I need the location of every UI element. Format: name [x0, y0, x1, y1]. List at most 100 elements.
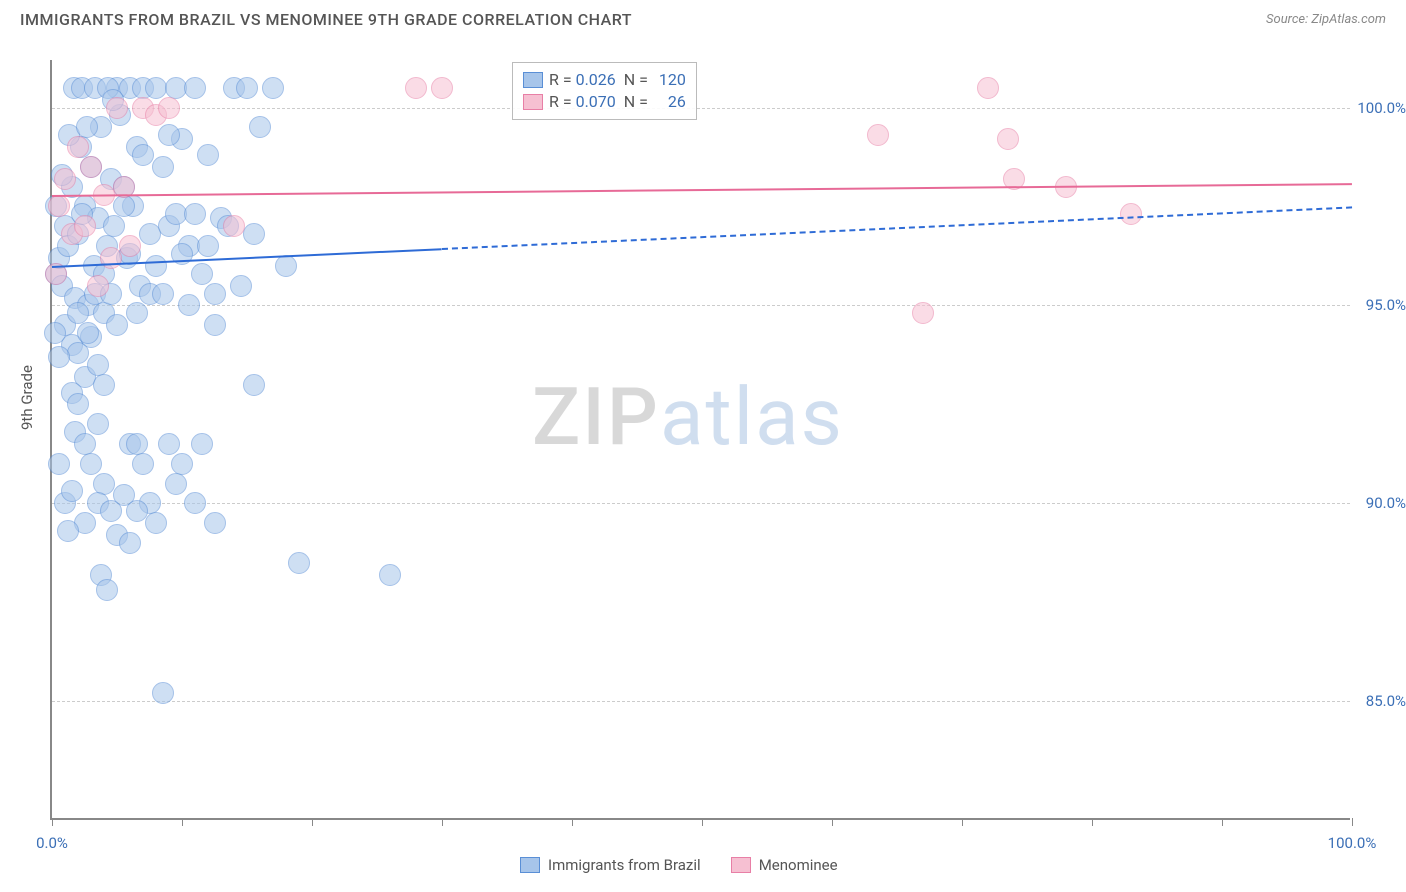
scatter-point — [204, 283, 226, 305]
gridline — [52, 108, 1350, 109]
scatter-point — [197, 144, 219, 166]
scatter-point — [74, 215, 96, 237]
scatter-point — [204, 512, 226, 534]
scatter-point — [74, 433, 96, 455]
scatter-point — [1120, 203, 1142, 225]
xtick — [52, 818, 53, 826]
scatter-point — [80, 453, 102, 475]
scatter-point — [191, 263, 213, 285]
xtick — [702, 818, 703, 826]
legend-swatch — [520, 857, 540, 873]
xtick — [832, 818, 833, 826]
scatter-point — [275, 255, 297, 277]
xtick — [312, 818, 313, 826]
scatter-point — [158, 97, 180, 119]
legend-swatch — [523, 72, 543, 88]
scatter-point — [158, 124, 180, 146]
scatter-point — [67, 393, 89, 415]
source-label: Source: ZipAtlas.com — [1266, 12, 1386, 27]
scatter-point — [243, 374, 265, 396]
scatter-point — [165, 473, 187, 495]
scatter-point — [171, 453, 193, 475]
scatter-point — [93, 374, 115, 396]
scatter-point — [191, 433, 213, 455]
scatter-point — [103, 215, 125, 237]
legend-row: R = 0.026 N = 120 — [523, 69, 686, 91]
scatter-point — [93, 473, 115, 495]
xtick — [962, 818, 963, 826]
legend-item: Immigrants from Brazil — [520, 856, 701, 874]
gridline — [52, 701, 1350, 702]
scatter-point — [132, 453, 154, 475]
scatter-point — [145, 255, 167, 277]
y-axis-label: 9th Grade — [18, 365, 36, 430]
legend-row: R = 0.070 N = 26 — [523, 91, 686, 113]
scatter-point — [249, 116, 271, 138]
scatter-point — [152, 156, 174, 178]
scatter-point — [197, 235, 219, 257]
scatter-point — [912, 302, 934, 324]
ytick-label: 90.0% — [1366, 494, 1406, 512]
scatter-point — [76, 116, 98, 138]
scatter-point — [119, 235, 141, 257]
legend-label: Immigrants from Brazil — [548, 856, 701, 874]
scatter-point — [236, 77, 258, 99]
scatter-point — [80, 156, 102, 178]
title-bar: IMMIGRANTS FROM BRAZIL VS MENOMINEE 9TH … — [0, 0, 1406, 34]
legend-bottom: Immigrants from Brazil Menominee — [520, 856, 838, 874]
scatter-point — [126, 433, 148, 455]
scatter-point — [61, 480, 83, 502]
scatter-point — [243, 223, 265, 245]
scatter-point — [288, 552, 310, 574]
scatter-point — [106, 314, 128, 336]
scatter-point — [223, 215, 245, 237]
scatter-point — [67, 302, 89, 324]
scatter-point — [431, 77, 453, 99]
xtick — [182, 818, 183, 826]
scatter-point — [48, 453, 70, 475]
legend-item: Menominee — [731, 856, 838, 874]
scatter-point — [113, 195, 135, 217]
scatter-point — [184, 203, 206, 225]
scatter-point — [126, 302, 148, 324]
scatter-point — [204, 314, 226, 336]
scatter-point — [57, 520, 79, 542]
xtick-label: 0.0% — [36, 834, 68, 852]
scatter-point — [106, 97, 128, 119]
xtick — [1352, 818, 1353, 826]
scatter-point — [126, 500, 148, 522]
scatter-point — [54, 168, 76, 190]
scatter-point — [119, 532, 141, 554]
ytick-label: 85.0% — [1366, 692, 1406, 710]
scatter-point — [184, 492, 206, 514]
scatter-point — [184, 77, 206, 99]
scatter-point — [230, 275, 252, 297]
ytick-label: 100.0% — [1357, 99, 1406, 117]
scatter-point — [48, 195, 70, 217]
scatter-point — [87, 354, 109, 376]
scatter-point — [152, 283, 174, 305]
scatter-point — [379, 564, 401, 586]
gridline — [52, 503, 1350, 504]
scatter-point — [262, 77, 284, 99]
legend-correlation: R = 0.026 N = 120R = 0.070 N = 26 — [512, 62, 697, 120]
trendline — [442, 206, 1352, 250]
scatter-point — [87, 413, 109, 435]
scatter-point — [145, 512, 167, 534]
scatter-point — [44, 322, 66, 344]
scatter-point — [132, 144, 154, 166]
scatter-point — [48, 346, 70, 368]
scatter-point — [997, 128, 1019, 150]
scatter-point — [87, 275, 109, 297]
xtick — [1222, 818, 1223, 826]
plot-area: ZIPatlas 85.0%90.0%95.0%100.0%0.0%100.0%… — [50, 60, 1350, 820]
scatter-point — [158, 433, 180, 455]
scatter-point — [178, 294, 200, 316]
legend-swatch — [731, 857, 751, 873]
scatter-point — [977, 77, 999, 99]
scatter-point — [77, 322, 99, 344]
scatter-point — [405, 77, 427, 99]
legend-swatch — [523, 94, 543, 110]
gridline — [52, 305, 1350, 306]
xtick — [442, 818, 443, 826]
